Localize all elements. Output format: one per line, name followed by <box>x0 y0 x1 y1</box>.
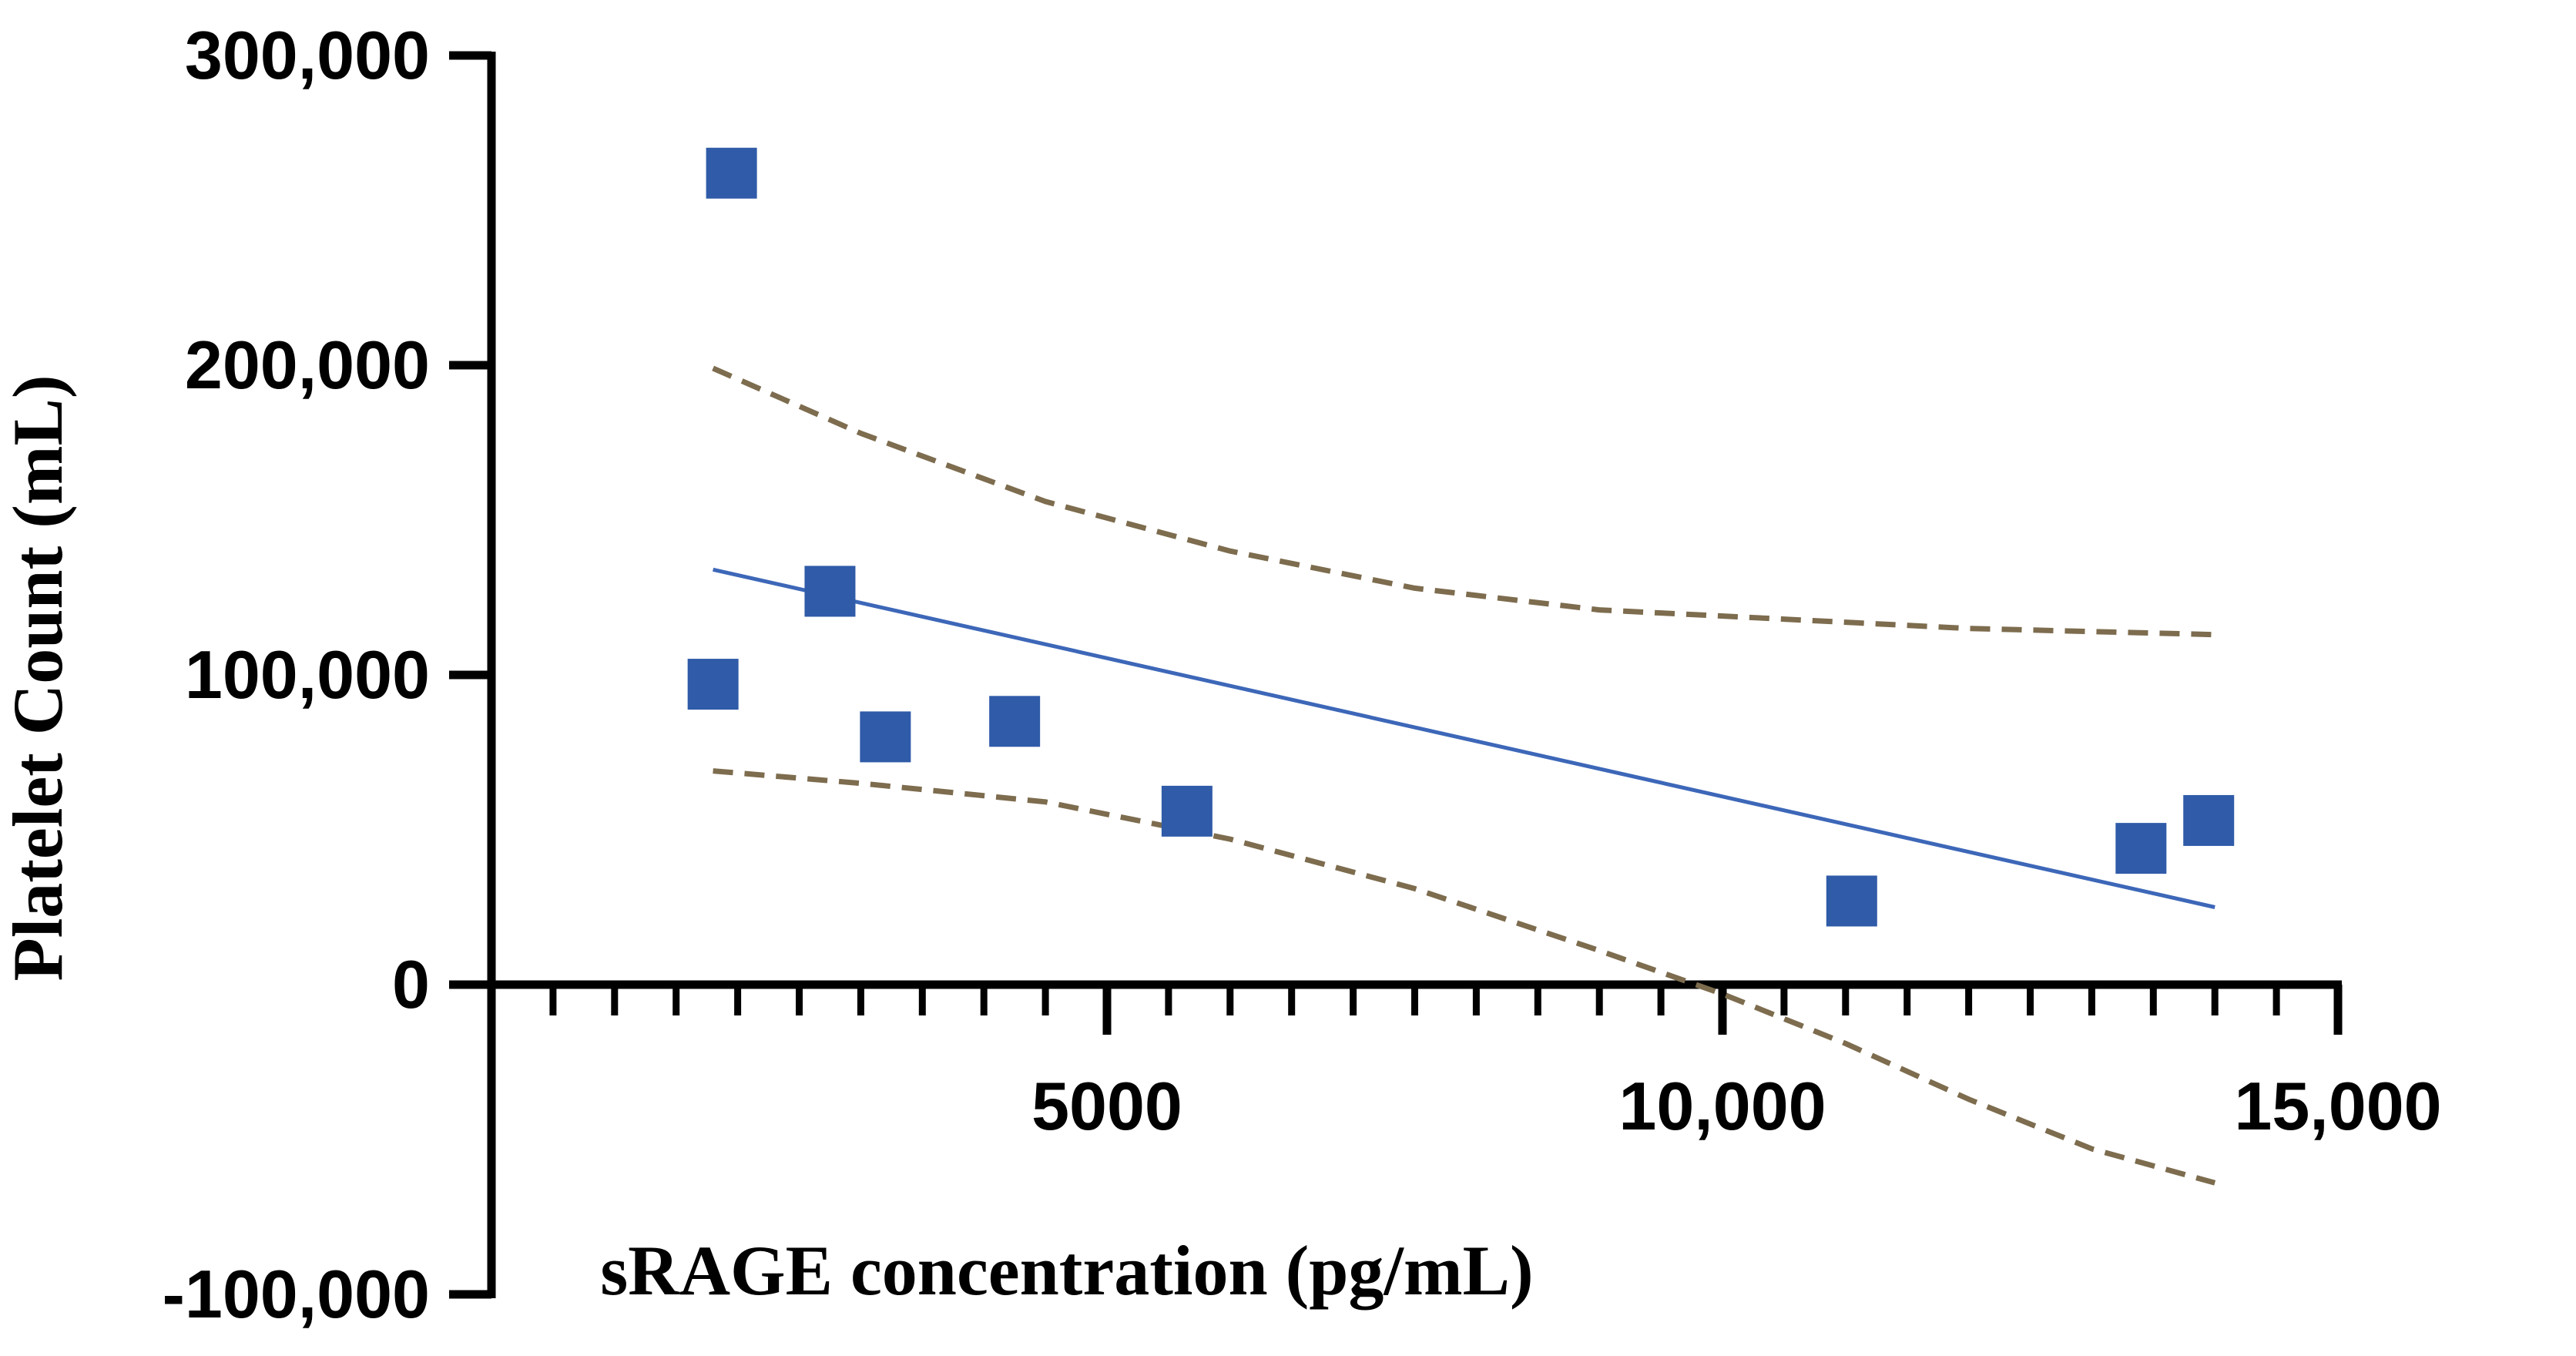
y-axis-title: Platelet Count (mL) <box>0 375 77 982</box>
data-point <box>989 696 1041 747</box>
data-point <box>1161 785 1213 837</box>
y-tick-label: 100,000 <box>185 636 430 713</box>
y-tick-label: -100,000 <box>163 1256 430 1332</box>
x-tick-label: 15,000 <box>2234 1068 2441 1144</box>
y-tick-label: 0 <box>392 946 430 1022</box>
x-tick-label: 5000 <box>1031 1068 1182 1144</box>
x-axis-title: sRAGE concentration (pg/mL) <box>600 1231 1533 1310</box>
data-point <box>706 147 757 199</box>
y-tick-label: 300,000 <box>185 17 430 93</box>
upper-confidence-line <box>712 365 2215 638</box>
data-point <box>2183 794 2235 846</box>
data-point <box>687 659 739 710</box>
data-point <box>2115 823 2167 874</box>
lower-confidence-line <box>713 768 2216 1186</box>
data-point <box>804 566 856 617</box>
regression-line <box>713 567 2215 909</box>
x-tick-label: 10,000 <box>1618 1068 1826 1144</box>
data-point <box>1826 875 1877 927</box>
y-tick-label: 200,000 <box>185 327 430 403</box>
data-point <box>860 711 911 763</box>
